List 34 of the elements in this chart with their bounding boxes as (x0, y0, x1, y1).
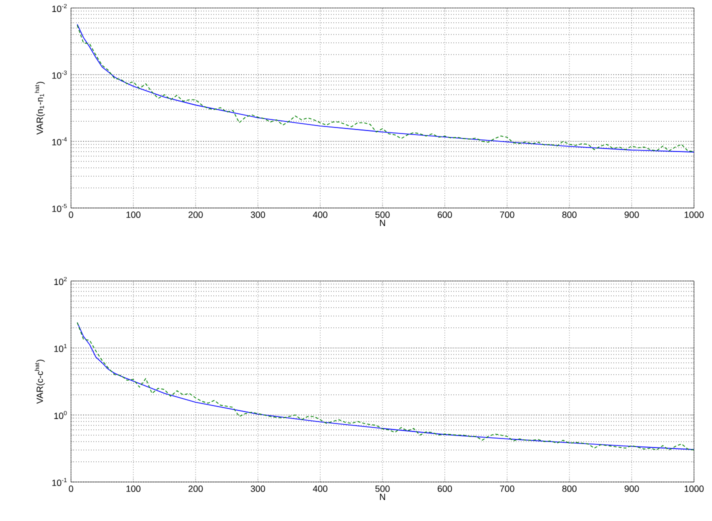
x-tick-label: 900 (624, 212, 639, 218)
y-tick-label: 10$^{-4}$ (52, 137, 67, 146)
y-axis-title: VAR(c-c$^{hat}$) (34, 360, 45, 404)
x-tick-label: 400 (312, 486, 328, 492)
x-tick-label: 1000 (684, 212, 704, 218)
x-tick-label: 400 (312, 212, 328, 218)
y-tick-label: 10$^{-3}$ (52, 70, 67, 79)
x-tick-label: 0 (68, 486, 74, 492)
x-tick-label: 900 (624, 486, 639, 492)
y-tick-label: 10$^{-2}$ (52, 4, 67, 12)
x-tick-label: 700 (500, 212, 514, 218)
x-tick-label: 600 (438, 212, 452, 218)
x-tick-label: 500 (375, 486, 390, 492)
x-tick-label: 600 (438, 486, 452, 492)
x-tick-label: 0 (68, 212, 74, 218)
y-tick-label: 10$^{-1}$ (52, 478, 67, 486)
x-axis-title: N (380, 220, 386, 226)
x-axis-title: N (380, 494, 386, 500)
x-tick-label: 300 (250, 212, 266, 218)
x-tick-label: 700 (500, 486, 514, 492)
y-axis-title: VAR(n$_{1}$-n$_{1}$$^{hat}$) (34, 82, 45, 135)
x-tick-label: 800 (562, 486, 577, 492)
x-tick-label: 100 (126, 212, 140, 218)
y-tick-label: 10$^{1}$ (54, 344, 67, 352)
y-tick-label: 10$^{0}$ (54, 410, 67, 420)
x-tick-label: 800 (562, 212, 577, 218)
x-tick-label: 100 (126, 486, 140, 492)
x-tick-label: 200 (188, 486, 203, 492)
x-tick-label: 300 (250, 486, 266, 492)
x-tick-label: 200 (188, 212, 203, 218)
y-tick-label: 10$^{-5}$ (52, 204, 67, 212)
x-tick-label: 500 (375, 212, 390, 218)
y-tick-label: 10$^{2}$ (54, 276, 67, 286)
x-tick-label: 1000 (684, 486, 704, 492)
